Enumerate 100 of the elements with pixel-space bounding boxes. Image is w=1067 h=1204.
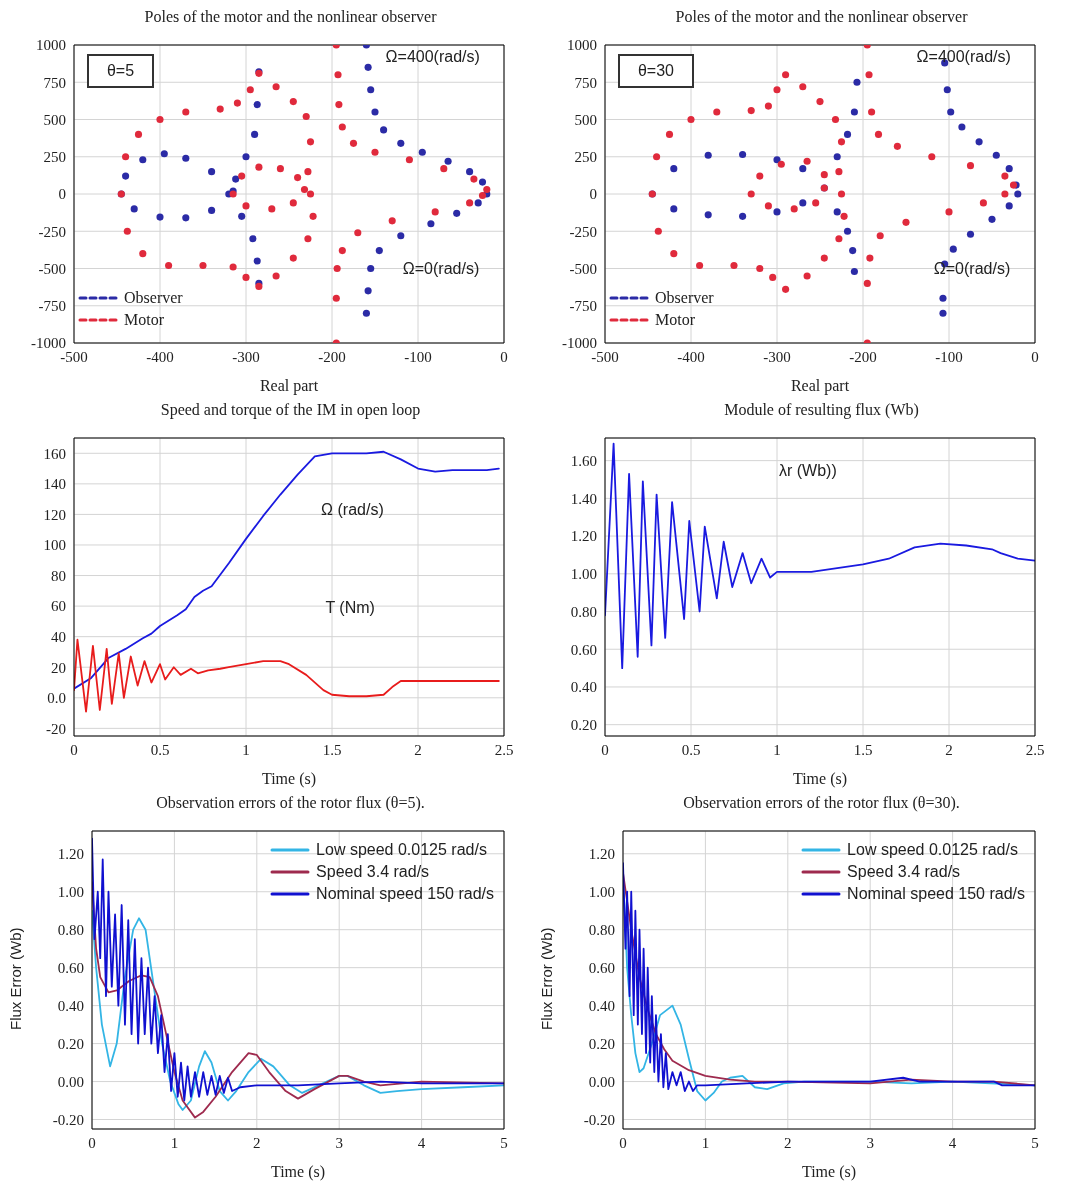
y-tick-label: 0.40 [588, 997, 615, 1014]
y-tick-label: 120 [43, 506, 66, 523]
y-tick-label: 1.00 [570, 566, 597, 583]
y-tick-label: 1.20 [588, 846, 615, 863]
x-tick-label: 2 [253, 1134, 261, 1151]
x-tick-label: 5 [1031, 1134, 1039, 1151]
y-tick-label: 80 [51, 567, 66, 584]
y-tick-label: 500 [43, 111, 66, 128]
y-tick-label: -250 [38, 223, 66, 240]
x-tick-label: 0 [500, 348, 508, 365]
x-tick-label: 4 [417, 1134, 426, 1151]
x-tick-label: 1.5 [853, 741, 873, 758]
x-tick-label: -100 [935, 348, 963, 365]
x-axis-title: Real part [259, 377, 319, 395]
x-tick-label: -200 [318, 348, 346, 365]
y-tick-label: 0 [589, 186, 597, 203]
y-tick-label: 0.20 [588, 1035, 615, 1052]
x-tick-label: 2.5 [494, 741, 514, 758]
y-tick-label: 1.40 [570, 490, 597, 507]
chart-title: Speed and torque of the IM in open loop [159, 401, 422, 421]
legend-label: Nominal speed 150 rad/s [316, 884, 494, 904]
x-tick-label: 1 [701, 1134, 710, 1151]
y-tick-label: -250 [569, 223, 597, 240]
y-tick-label: 1.00 [57, 884, 84, 901]
y-tick-label: 0.40 [57, 997, 84, 1014]
x-tick-label: 3 [335, 1134, 343, 1151]
x-tick-label: 3 [866, 1134, 874, 1151]
legend-label: Speed 3.4 rad/s [847, 862, 961, 882]
y-tick-label: 1000 [567, 37, 597, 54]
x-tick-label: 1 [242, 741, 250, 758]
y-tick-label: -500 [569, 260, 597, 277]
y-tick-label: 0.20 [570, 717, 597, 734]
x-tick-label: -400 [146, 348, 174, 365]
y-tick-label: -1000 [562, 335, 597, 352]
y-tick-label: 0.80 [57, 922, 84, 939]
x-tick-label: -200 [849, 348, 877, 365]
annotation: λr (Wb)) [778, 461, 838, 480]
x-tick-label: 4 [948, 1134, 957, 1151]
y-tick-label: 500 [574, 111, 597, 128]
y-tick-label: 250 [574, 149, 597, 166]
y-tick-label: 1000 [36, 37, 66, 54]
y-axis-title: Flux Error (Wb) [7, 927, 25, 1030]
annotation: Ω=0(rad/s) [932, 259, 1012, 278]
x-tick-label: 1 [170, 1134, 179, 1151]
y-tick-label: 0.20 [57, 1035, 84, 1052]
y-tick-label: 1.60 [570, 452, 597, 469]
legend-label: Low speed 0.0125 rad/s [316, 840, 487, 860]
x-tick-label: 2.5 [1025, 741, 1045, 758]
legend-label: Speed 3.4 rad/s [316, 862, 430, 882]
y-tick-label: 750 [574, 74, 597, 91]
x-axis-title: Time (s) [261, 770, 317, 788]
x-tick-label: 5 [500, 1134, 508, 1151]
y-tick-label: 160 [43, 445, 66, 462]
y-tick-label: 0.00 [588, 1073, 615, 1090]
y-tick-label: -750 [38, 298, 66, 315]
legend-label: Low speed 0.0125 rad/s [847, 840, 1018, 860]
annotation: Ω=0(rad/s) [401, 259, 481, 278]
y-tick-label: -0.20 [52, 1111, 84, 1128]
y-tick-label: -1000 [31, 335, 66, 352]
y-tick-label: 60 [51, 598, 66, 615]
y-tick-label: -20 [46, 720, 66, 737]
annotation: Ω (rad/s) [320, 500, 385, 519]
legend-label: Motor [124, 310, 164, 330]
y-tick-label: 0.0 [47, 690, 66, 707]
x-axis-title: Time (s) [792, 770, 848, 788]
chart-title: Poles of the motor and the nonlinear observer [143, 8, 438, 27]
y-tick-label: 0.80 [570, 603, 597, 620]
y-tick-label: 0.00 [57, 1073, 84, 1090]
y-tick-label: 250 [43, 149, 66, 166]
legend-label: Nominal speed 150 rad/s [847, 884, 1025, 904]
y-tick-label: -750 [569, 298, 597, 315]
x-tick-label: 2 [414, 741, 422, 758]
y-axis-title: Flux Error (Wb) [538, 927, 556, 1030]
y-tick-label: 0.40 [570, 679, 597, 696]
y-tick-label: 100 [43, 537, 66, 554]
annotation: T (Nm) [324, 598, 376, 617]
legend-label: Observer [124, 288, 183, 308]
annotation: Ω=400(rad/s) [384, 47, 481, 66]
chart-title: Observation errors of the rotor flux (θ=5). [155, 794, 426, 814]
chart-title: Observation errors of the rotor flux (θ=30). [682, 794, 961, 814]
x-tick-label: 0.5 [150, 741, 170, 758]
annotation: θ=30 [617, 53, 694, 88]
x-tick-label: -300 [763, 348, 791, 365]
y-tick-label: 0.60 [570, 641, 597, 658]
y-tick-label: 0.60 [57, 959, 84, 976]
x-tick-label: 1 [773, 741, 781, 758]
legend-label: Observer [655, 288, 714, 308]
chart-title: Module of resulting flux (Wb) [723, 401, 920, 421]
y-tick-label: 20 [51, 659, 66, 676]
legend-label: Motor [655, 310, 695, 330]
x-tick-label: 2 [945, 741, 953, 758]
x-axis-title: Real part [790, 377, 850, 395]
y-tick-label: 0.80 [588, 922, 615, 939]
annotation: Ω=400(rad/s) [915, 47, 1012, 66]
chart-title: Poles of the motor and the nonlinear observer [674, 8, 969, 27]
x-tick-label: -300 [232, 348, 260, 365]
y-tick-label: 0.60 [588, 959, 615, 976]
x-tick-label: 0.5 [681, 741, 701, 758]
x-axis-title: Time (s) [801, 1163, 857, 1181]
x-tick-label: -100 [404, 348, 432, 365]
